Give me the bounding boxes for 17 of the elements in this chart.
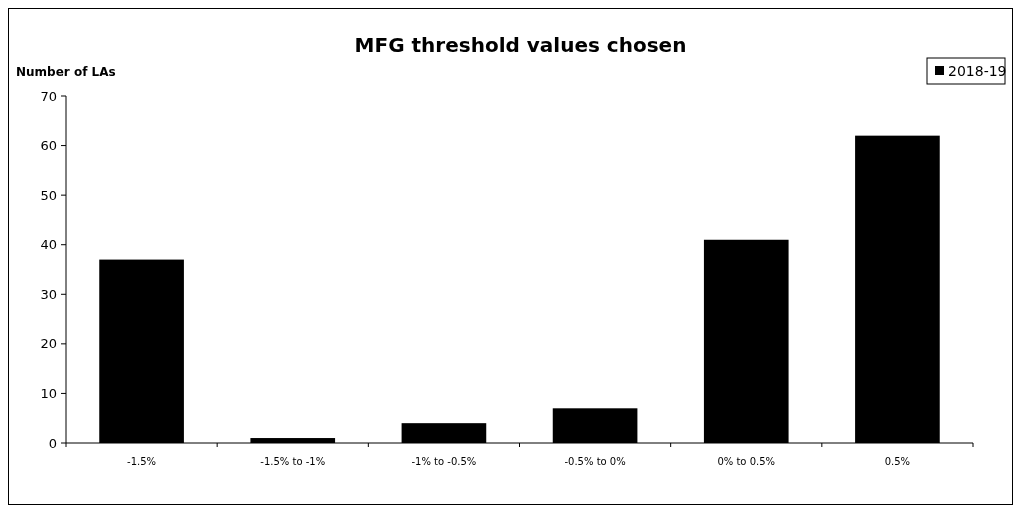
y-tick-label: 20 [40, 336, 57, 352]
y-tick-label: 50 [40, 187, 57, 203]
y-axis-title: Number of LAs [16, 65, 116, 79]
x-tick-label: -1.5% [127, 456, 157, 467]
y-tick-label: 30 [40, 286, 57, 302]
chart-title: MFG threshold values chosen [354, 33, 687, 57]
y-tick-label: 70 [40, 88, 57, 104]
y-tick-label: 40 [40, 237, 57, 253]
x-tick-label: 0% to 0.5% [717, 456, 776, 467]
y-tick-label: 0 [48, 435, 57, 451]
y-tick-label: 10 [40, 385, 57, 401]
y-tick-label: 60 [40, 138, 57, 154]
x-tick-label: 0.5% [884, 456, 911, 467]
x-tick-label: -0.5% to 0% [564, 456, 626, 467]
x-tick-label: -1% to -0.5% [411, 456, 477, 467]
legend-label: 2018-19 [948, 62, 1007, 79]
x-tick-label: -1.5% to -1% [260, 456, 326, 467]
